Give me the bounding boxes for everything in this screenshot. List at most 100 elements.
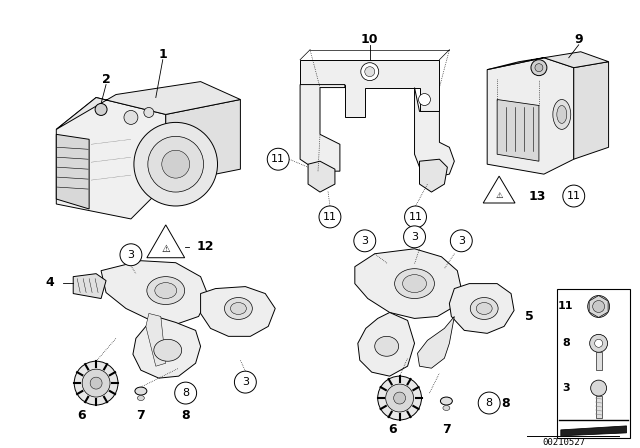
Circle shape bbox=[595, 339, 603, 347]
Circle shape bbox=[148, 136, 204, 192]
Polygon shape bbox=[73, 274, 106, 298]
Text: 3: 3 bbox=[562, 383, 570, 393]
Ellipse shape bbox=[135, 387, 147, 395]
Circle shape bbox=[234, 371, 256, 393]
Ellipse shape bbox=[553, 99, 571, 129]
Circle shape bbox=[451, 230, 472, 252]
Polygon shape bbox=[487, 52, 609, 69]
Text: 3: 3 bbox=[362, 236, 368, 246]
Ellipse shape bbox=[403, 275, 426, 293]
Text: 6: 6 bbox=[77, 409, 86, 422]
Circle shape bbox=[175, 382, 196, 404]
Circle shape bbox=[95, 103, 107, 116]
Ellipse shape bbox=[557, 105, 567, 123]
Ellipse shape bbox=[225, 297, 252, 319]
Text: 13: 13 bbox=[528, 190, 546, 202]
Polygon shape bbox=[300, 85, 345, 171]
Polygon shape bbox=[300, 60, 440, 117]
Text: 3: 3 bbox=[411, 232, 418, 242]
Circle shape bbox=[531, 60, 547, 76]
Text: 12: 12 bbox=[197, 240, 214, 253]
Text: 4: 4 bbox=[45, 276, 54, 289]
Ellipse shape bbox=[154, 339, 182, 361]
Ellipse shape bbox=[375, 336, 399, 356]
Polygon shape bbox=[56, 82, 241, 129]
Polygon shape bbox=[200, 287, 275, 336]
Circle shape bbox=[319, 206, 341, 228]
Circle shape bbox=[82, 369, 110, 397]
Circle shape bbox=[124, 111, 138, 125]
Text: 1: 1 bbox=[158, 48, 167, 61]
Text: 7: 7 bbox=[136, 409, 145, 422]
Polygon shape bbox=[133, 316, 200, 378]
Polygon shape bbox=[573, 62, 609, 159]
Circle shape bbox=[419, 94, 431, 105]
FancyBboxPatch shape bbox=[596, 352, 602, 370]
Circle shape bbox=[134, 122, 218, 206]
Circle shape bbox=[588, 296, 609, 318]
Ellipse shape bbox=[395, 269, 435, 298]
Ellipse shape bbox=[230, 302, 246, 314]
Text: 3: 3 bbox=[242, 377, 249, 387]
Circle shape bbox=[563, 185, 585, 207]
Ellipse shape bbox=[443, 405, 450, 410]
Circle shape bbox=[74, 361, 118, 405]
Circle shape bbox=[394, 392, 406, 404]
Circle shape bbox=[378, 376, 422, 420]
Text: 11: 11 bbox=[567, 191, 580, 201]
Polygon shape bbox=[449, 284, 514, 333]
Ellipse shape bbox=[155, 283, 177, 298]
Ellipse shape bbox=[440, 397, 452, 405]
Text: 3: 3 bbox=[127, 250, 134, 260]
Text: 8: 8 bbox=[486, 398, 493, 408]
Circle shape bbox=[593, 301, 605, 312]
Circle shape bbox=[268, 148, 289, 170]
Polygon shape bbox=[56, 134, 89, 209]
Polygon shape bbox=[56, 98, 166, 219]
Polygon shape bbox=[589, 296, 608, 318]
Text: 8: 8 bbox=[501, 396, 509, 409]
Text: 11: 11 bbox=[408, 212, 422, 222]
Polygon shape bbox=[147, 225, 185, 258]
Circle shape bbox=[162, 150, 189, 178]
Circle shape bbox=[386, 384, 413, 412]
Circle shape bbox=[404, 226, 426, 248]
Circle shape bbox=[361, 63, 379, 81]
Text: 8: 8 bbox=[182, 388, 189, 398]
Text: 2: 2 bbox=[102, 73, 111, 86]
Text: 10: 10 bbox=[361, 33, 378, 46]
Polygon shape bbox=[417, 316, 454, 368]
Polygon shape bbox=[355, 249, 461, 319]
Polygon shape bbox=[497, 99, 539, 161]
Circle shape bbox=[90, 377, 102, 389]
Polygon shape bbox=[561, 426, 627, 436]
Text: ⚠: ⚠ bbox=[495, 190, 503, 199]
Polygon shape bbox=[358, 312, 415, 376]
Ellipse shape bbox=[476, 302, 492, 314]
Polygon shape bbox=[166, 99, 241, 184]
Text: 8: 8 bbox=[181, 409, 190, 422]
Text: 11: 11 bbox=[558, 302, 573, 311]
Polygon shape bbox=[308, 161, 335, 192]
FancyBboxPatch shape bbox=[596, 396, 602, 418]
Circle shape bbox=[589, 334, 607, 352]
Polygon shape bbox=[415, 87, 454, 177]
Text: 00210527: 00210527 bbox=[542, 438, 586, 447]
Polygon shape bbox=[487, 58, 573, 174]
Text: 11: 11 bbox=[323, 212, 337, 222]
Ellipse shape bbox=[138, 396, 145, 401]
Circle shape bbox=[404, 206, 426, 228]
Circle shape bbox=[365, 67, 375, 77]
Text: 6: 6 bbox=[388, 423, 397, 436]
Circle shape bbox=[535, 64, 543, 72]
Circle shape bbox=[354, 230, 376, 252]
Text: 9: 9 bbox=[575, 33, 583, 46]
Circle shape bbox=[120, 244, 142, 266]
Circle shape bbox=[591, 380, 607, 396]
Text: 8: 8 bbox=[562, 338, 570, 348]
Text: 7: 7 bbox=[442, 423, 451, 436]
Text: 5: 5 bbox=[525, 310, 533, 323]
Polygon shape bbox=[483, 176, 515, 203]
Text: 11: 11 bbox=[271, 154, 285, 164]
Ellipse shape bbox=[470, 297, 498, 319]
